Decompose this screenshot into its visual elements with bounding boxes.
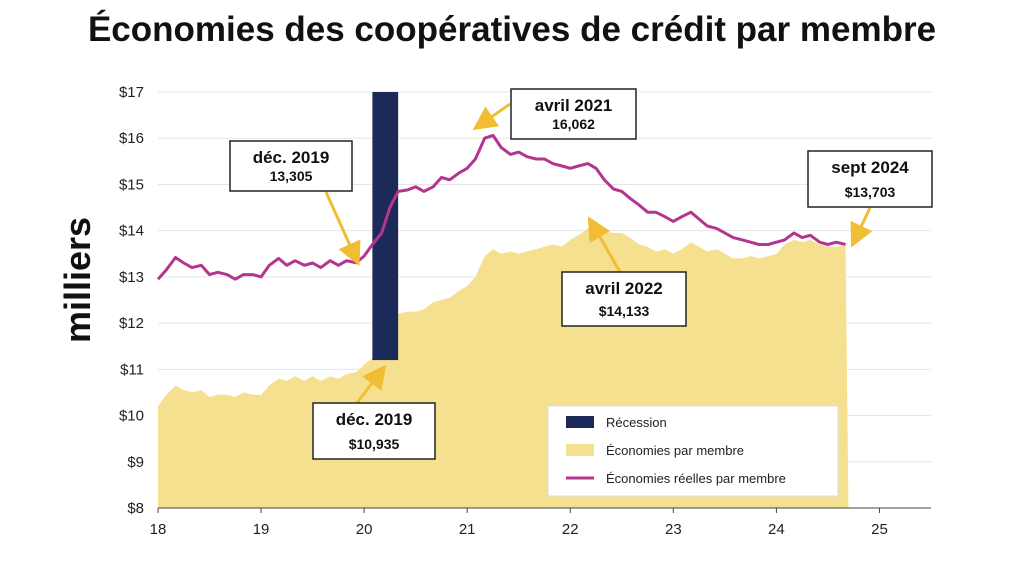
y-tick-label: $11 <box>120 361 144 378</box>
annotation-box <box>312 402 436 460</box>
legend-label-area: Économies par membre <box>606 443 744 458</box>
annotation-title: déc. 2019 <box>336 410 413 429</box>
line-layer <box>156 133 846 281</box>
x-tick-label: 18 <box>150 521 167 538</box>
axis-layer: $8 $9 $10 $11 $12 $13 $14 $15 $16 $17 18 19 20 21 22 23… <box>119 84 931 538</box>
x-tick-label: 19 <box>253 521 270 538</box>
x-tick-label: 24 <box>768 521 785 538</box>
y-tick-label: $15 <box>119 176 144 193</box>
y-tick-label: $14 <box>119 223 144 240</box>
annotation-value: $13,703 <box>845 184 896 200</box>
y-tick-label: $10 <box>119 408 144 425</box>
annotation-title: sept 2024 <box>831 158 909 177</box>
annotation-value: $10,935 <box>349 436 400 452</box>
annotation-callout: sept 2024 $13,703 <box>807 150 933 248</box>
annotation-title: avril 2022 <box>585 279 663 298</box>
x-tick-label: 23 <box>665 521 682 538</box>
x-tick-label: 20 <box>356 521 373 538</box>
y-tick-label: $13 <box>119 269 144 286</box>
annotation-box <box>807 150 933 208</box>
annotation-title: avril 2021 <box>535 96 613 115</box>
annotation-value: $14,133 <box>599 303 650 319</box>
x-tick-label: 21 <box>459 521 476 538</box>
y-tick-label: $9 <box>127 454 144 471</box>
annotation-title: déc. 2019 <box>253 148 330 167</box>
y-tick-label: $12 <box>119 315 144 332</box>
annotation-callout: déc. 2019 $10,935 <box>312 364 436 460</box>
legend-box <box>547 405 839 497</box>
line-series-economies-reelles-par-membre <box>156 133 846 281</box>
legend-layer: Récession Économies par membre Économies r… <box>547 405 839 497</box>
chart-title: Économies des coopératives de crédit par… <box>87 10 937 49</box>
legend-swatch-area <box>566 444 594 456</box>
annotation-arrow <box>472 102 511 131</box>
y-tick-label: $8 <box>127 500 144 517</box>
annotation-arrow <box>324 191 361 267</box>
annotation-box <box>510 88 637 140</box>
y-tick-label: $17 <box>119 84 144 101</box>
annotation-box <box>561 271 687 327</box>
x-tick-label: 22 <box>562 521 579 538</box>
legend-label-line: Économies réelles par membre <box>606 471 786 486</box>
x-tick-label: 25 <box>871 521 888 538</box>
annotation-value: 13,305 <box>270 168 313 184</box>
legend-swatch-recession <box>566 416 594 428</box>
annotation-box <box>229 140 353 192</box>
y-tick-label: $16 <box>119 130 144 147</box>
annotation-value: 16,062 <box>552 116 595 132</box>
annotation-arrow <box>355 364 387 404</box>
annotation-callout: avril 2022 $14,133 <box>561 216 687 327</box>
annotation-arrow <box>587 216 622 273</box>
legend-label-recession: Récession <box>606 415 667 430</box>
annotation-arrow <box>850 207 873 248</box>
